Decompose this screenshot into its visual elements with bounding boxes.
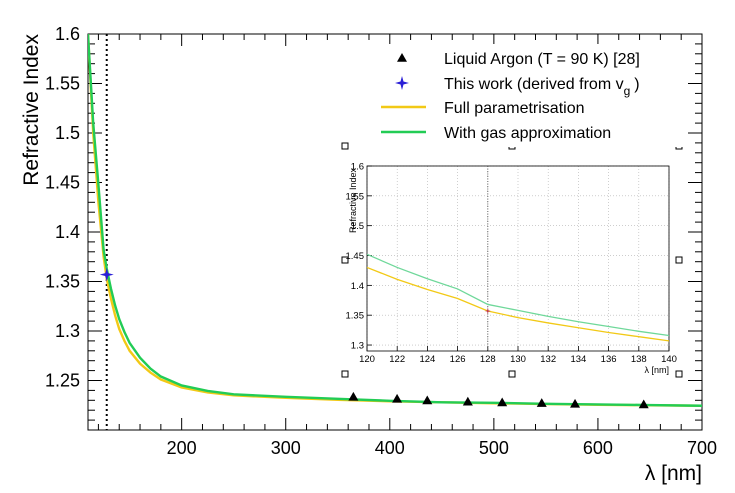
data-point-triangle <box>392 393 403 403</box>
y-tick-label: 1.3 <box>55 321 80 341</box>
inset-x-tick-label: 136 <box>601 354 617 365</box>
data-point-triangle <box>462 396 473 406</box>
x-tick-label: 300 <box>271 438 301 458</box>
legend-label-subscript: g <box>624 84 631 98</box>
inset-x-tick-label: 130 <box>510 354 526 365</box>
y-tick-label: 1.25 <box>45 371 80 391</box>
legend-marker-triangle <box>397 53 407 62</box>
inset-x-tick-label: 122 <box>389 354 405 365</box>
legend-label-tail: ) <box>634 76 639 93</box>
x-axis-title: λ [nm] <box>645 462 702 485</box>
inset-data-point-star <box>484 308 491 315</box>
main-plot: 200 300 400 500 600 7001.251.31.351.41.451.51… <box>20 24 717 485</box>
inset-background <box>358 149 680 375</box>
inset-y-tick-label: 1.6 <box>351 162 364 173</box>
data-point-triangle <box>570 398 581 408</box>
legend-label: With gas approximation <box>444 125 611 142</box>
data-point-triangle <box>638 399 649 409</box>
legend-label-text: Full parametrisation <box>444 100 585 117</box>
x-tick-label: 200 <box>167 438 197 458</box>
y-axis-title: Refractive Index <box>20 34 43 186</box>
inset-y-tick-label: 1.3 <box>351 341 364 352</box>
data-point-triangle <box>497 397 508 407</box>
inset-resize-handle <box>675 256 683 264</box>
y-tick-label: 1.45 <box>45 173 80 193</box>
inset-resize-handle <box>341 370 349 378</box>
inset-y-tick-label: 1.4 <box>351 281 364 292</box>
inset-y-tick-label: 1.55 <box>346 191 365 202</box>
inset-x-tick-label: 128 <box>480 354 496 365</box>
inset-x-tick-label: 134 <box>570 354 586 365</box>
x-tick-label: 600 <box>583 438 613 458</box>
inset-series-line <box>367 253 669 337</box>
inset-y-axis-title: Refractive Index <box>348 168 358 234</box>
legend-marker-star <box>395 76 409 90</box>
inset-y-tick-label: 1.35 <box>346 311 365 322</box>
data-point-triangle <box>422 395 433 405</box>
legend-label: Liquid Argon (T = 90 K) [28] <box>444 51 640 68</box>
inset-x-tick-label: 132 <box>540 354 556 365</box>
legend-box <box>369 44 687 147</box>
legend: Liquid Argon (T = 90 K) [28] This work (d… <box>369 44 687 147</box>
inset-x-tick-label: 126 <box>450 354 466 365</box>
inset-plot: 120 122 124 126 128 130 132 134 136 138 140 1.3 1.35… <box>341 142 683 378</box>
inset-resize-handle <box>341 142 349 150</box>
legend-label: This work (derived from vg) <box>444 76 640 98</box>
inset-x-tick-label: 138 <box>631 354 647 365</box>
inset-y-tick-label: 1.45 <box>346 251 365 262</box>
inset-x-tick-label: 140 <box>661 354 677 365</box>
y-tick-label: 1.6 <box>55 24 80 44</box>
inset-x-tick-label: 120 <box>359 354 375 365</box>
x-tick-label: 700 <box>687 438 717 458</box>
inset-resize-handle <box>341 256 349 264</box>
y-tick-label: 1.35 <box>45 272 80 292</box>
inset-x-tick-label: 124 <box>419 354 435 365</box>
legend-label-text: With gas approximation <box>444 125 611 142</box>
data-point-triangle <box>536 398 547 407</box>
y-tick-label: 1.55 <box>45 74 80 94</box>
data-point-triangle <box>348 391 359 401</box>
legend-label: Full parametrisation <box>444 100 585 117</box>
x-tick-label: 500 <box>479 438 509 458</box>
legend-label-text: Liquid Argon (T = 90 K) [28] <box>444 51 640 68</box>
inset-curves <box>367 253 669 342</box>
y-tick-label: 1.4 <box>55 222 80 242</box>
inset-series-line <box>367 266 669 342</box>
legend-label-text: This work (derived from v <box>444 76 624 93</box>
inset-y-tick-label: 1.5 <box>351 221 364 232</box>
inset-resize-handle <box>675 370 683 378</box>
inset-resize-handle <box>508 370 516 378</box>
y-tick-label: 1.5 <box>55 123 80 143</box>
x-tick-label: 400 <box>375 438 405 458</box>
inset-x-axis-title: λ [nm] <box>644 365 669 375</box>
data-point-star <box>99 267 114 282</box>
